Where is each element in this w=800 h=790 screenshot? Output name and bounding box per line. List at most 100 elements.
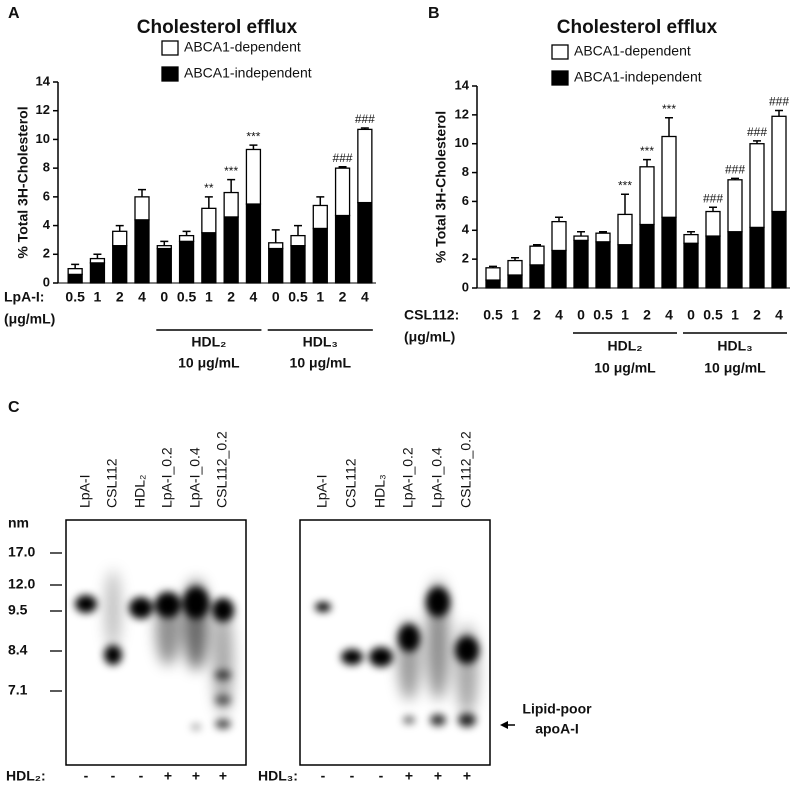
y-tick-label: 0 xyxy=(462,279,469,294)
lane-label: LpA-I xyxy=(314,475,330,508)
bar-segment xyxy=(201,232,217,284)
group-label: HDL₃ xyxy=(303,334,338,350)
lane-label: LpA-I_0.2 xyxy=(159,447,175,508)
error-bar xyxy=(533,243,541,247)
x-tick-label: 2 xyxy=(753,307,761,323)
treatment-sign: - xyxy=(139,768,144,784)
bar-segment xyxy=(617,244,633,289)
treatment-sign: + xyxy=(463,768,471,784)
x-tick-label: 0.5 xyxy=(177,289,197,305)
size-marker: 7.1 xyxy=(8,682,28,698)
bar-segment xyxy=(334,167,351,217)
treatment-sign: + xyxy=(434,768,442,784)
bar-segment xyxy=(223,216,239,284)
x-axis-label: CSL112: xyxy=(404,307,459,323)
bar-segment xyxy=(89,262,106,284)
lane-label: LpA-I_0.4 xyxy=(187,447,203,508)
legend-label: ABCA1-dependent xyxy=(184,39,301,55)
panel-letter: B xyxy=(428,5,440,22)
error-bar xyxy=(599,230,607,234)
bar-segment xyxy=(485,267,501,281)
y-tick-label: 4 xyxy=(43,217,51,232)
x-tick-label: 1 xyxy=(511,307,519,323)
bar-segment xyxy=(178,234,195,243)
bar-segment xyxy=(89,257,106,264)
group-sublabel: 10 μg/mL xyxy=(178,355,240,371)
y-tick-label: 14 xyxy=(36,73,51,88)
error-bar xyxy=(489,265,497,268)
bar-segment xyxy=(727,179,743,233)
bar-segment xyxy=(245,203,262,284)
error-bar xyxy=(93,253,102,259)
bar-segment xyxy=(112,245,128,284)
group-sublabel: 10 μg/mL xyxy=(290,355,352,371)
significance: ### xyxy=(703,191,723,205)
x-tick-label: 0.5 xyxy=(65,289,85,305)
error-bar xyxy=(138,188,146,197)
bar-segment xyxy=(268,242,284,250)
bar-segment xyxy=(727,231,743,289)
annotation: Lipid-poor xyxy=(522,701,592,717)
x-tick-label: 2 xyxy=(643,307,651,323)
x-tick-label: 1 xyxy=(621,307,629,323)
group-sublabel: 10 μg/mL xyxy=(704,360,766,376)
group-label: HDL₂ xyxy=(608,338,643,354)
y-tick-label: 8 xyxy=(43,160,50,175)
treatment-sign: - xyxy=(379,768,384,784)
chart-title: Cholesterol efflux xyxy=(557,17,718,38)
x-axis-unit: (μg/mL) xyxy=(404,329,455,345)
treatment-sign: - xyxy=(111,768,116,784)
bar-segment xyxy=(334,214,351,284)
significance: *** xyxy=(224,164,238,178)
size-unit: nm xyxy=(8,515,29,531)
bar-segment xyxy=(312,204,328,230)
y-tick-label: 10 xyxy=(36,131,50,146)
x-tick-label: 4 xyxy=(361,289,369,305)
error-bar xyxy=(71,263,80,269)
y-tick-label: 12 xyxy=(36,102,50,117)
lane-label: CSL112 xyxy=(343,458,359,508)
bar-segment xyxy=(639,166,655,226)
x-tick-label: 2 xyxy=(227,289,235,305)
error-bar xyxy=(621,193,629,215)
bar-segment xyxy=(156,245,172,250)
bar-segment xyxy=(290,234,306,247)
panel-letter: C xyxy=(8,399,20,416)
error-bar xyxy=(665,116,673,137)
error-bar xyxy=(555,216,563,222)
bar-segment xyxy=(705,235,721,289)
bar-segment xyxy=(312,227,328,284)
legend-swatch xyxy=(161,66,179,82)
error-bar xyxy=(643,158,651,167)
bar-segment xyxy=(771,210,787,289)
y-tick-label: 4 xyxy=(462,222,470,237)
x-axis-unit: (μg/mL) xyxy=(4,311,55,327)
y-tick-label: 10 xyxy=(455,135,469,150)
bar-segment xyxy=(661,135,677,218)
y-tick-label: 12 xyxy=(455,106,469,121)
bar-segment xyxy=(67,267,83,276)
bar-segment xyxy=(223,191,239,218)
x-tick-label: 4 xyxy=(138,289,146,305)
error-bar xyxy=(316,196,325,206)
error-bar xyxy=(338,165,347,169)
y-tick-label: 14 xyxy=(455,77,470,92)
group-label: HDL₃ xyxy=(717,338,752,354)
error-bar xyxy=(227,178,236,193)
x-tick-label: 2 xyxy=(339,289,347,305)
bar-segment xyxy=(683,233,699,244)
bar-segment xyxy=(290,245,306,284)
bar-segment xyxy=(683,242,699,289)
bar-segment xyxy=(771,115,787,213)
bar-segment xyxy=(178,240,195,284)
size-marker: 8.4 xyxy=(8,642,28,658)
x-tick-label: 2 xyxy=(116,289,124,305)
bar-segment xyxy=(529,245,545,266)
error-bar xyxy=(271,229,280,243)
lane-label: HDL₂ xyxy=(132,475,148,508)
y-tick-label: 2 xyxy=(462,251,469,266)
lane-label: LpA-I xyxy=(77,475,93,508)
lane-label: HDL₃ xyxy=(372,474,388,508)
panel-letter: A xyxy=(8,5,20,22)
